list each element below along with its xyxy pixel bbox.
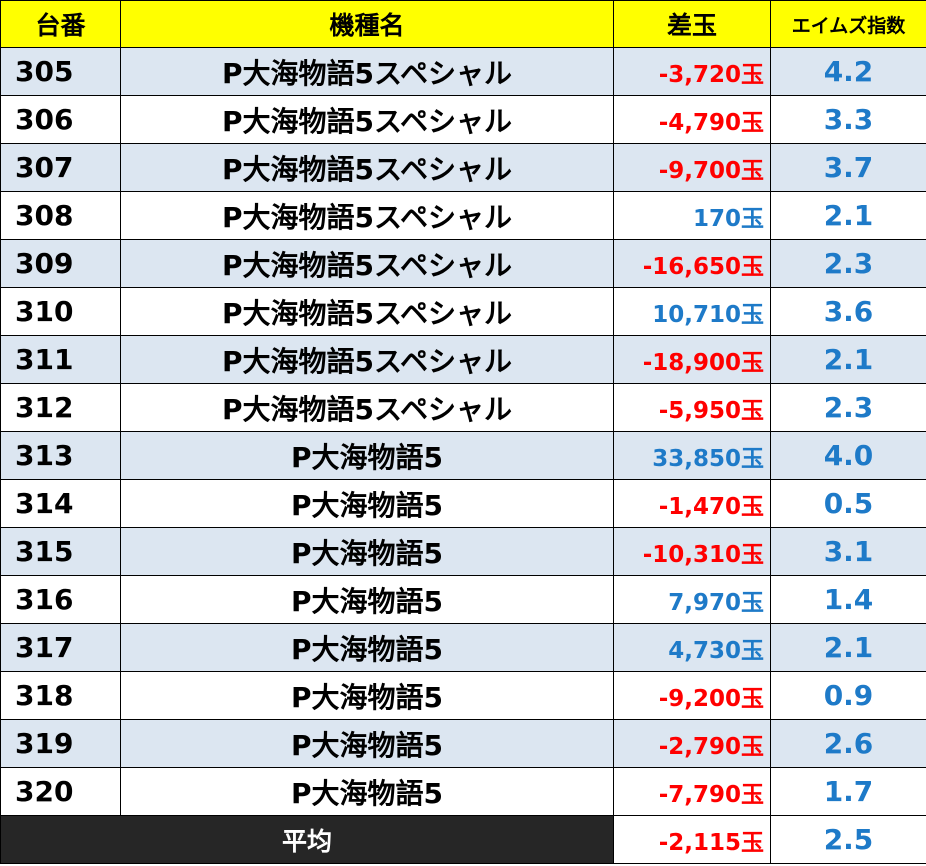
model-name-cell: P大海物語5 bbox=[120, 527, 614, 576]
diff-cell: 10,710玉 bbox=[613, 287, 771, 336]
model-name-cell: P大海物語5スペシャル bbox=[120, 287, 614, 336]
aims-index-cell: 2.6 bbox=[770, 719, 926, 768]
diff-cell: -1,470玉 bbox=[613, 479, 771, 528]
aims-index-cell: 3.3 bbox=[770, 95, 926, 144]
machine-no-cell: 311 bbox=[0, 335, 121, 384]
machine-no-cell: 320 bbox=[0, 767, 121, 816]
aims-index-cell: 1.7 bbox=[770, 767, 926, 816]
header-model-name: 機種名 bbox=[120, 0, 614, 48]
diff-cell: -7,790玉 bbox=[613, 767, 771, 816]
table-row: 308 P大海物語5スペシャル 170玉 2.1 bbox=[0, 191, 926, 240]
machine-no-cell: 317 bbox=[0, 623, 121, 672]
table-body: 305 P大海物語5スペシャル -3,720玉 4.2 306 P大海物語5スペシャル -4… bbox=[0, 47, 926, 816]
model-name-cell: P大海物語5スペシャル bbox=[120, 191, 614, 240]
machine-no-cell: 306 bbox=[0, 95, 121, 144]
aims-index-cell: 4.0 bbox=[770, 431, 926, 480]
machine-no-cell: 312 bbox=[0, 383, 121, 432]
aims-index-cell: 2.1 bbox=[770, 623, 926, 672]
aims-index-cell: 2.3 bbox=[770, 239, 926, 288]
model-name-cell: P大海物語5 bbox=[120, 479, 614, 528]
diff-cell: 33,850玉 bbox=[613, 431, 771, 480]
machine-no-cell: 319 bbox=[0, 719, 121, 768]
machine-no-cell: 309 bbox=[0, 239, 121, 288]
diff-cell: -10,310玉 bbox=[613, 527, 771, 576]
model-name-cell: P大海物語5 bbox=[120, 431, 614, 480]
model-name-cell: P大海物語5スペシャル bbox=[120, 335, 614, 384]
machine-no-cell: 313 bbox=[0, 431, 121, 480]
header-machine-no: 台番 bbox=[0, 0, 121, 48]
aims-index-cell: 3.7 bbox=[770, 143, 926, 192]
header-diff: 差玉 bbox=[613, 0, 771, 48]
diff-cell: 4,730玉 bbox=[613, 623, 771, 672]
diff-cell: -9,200玉 bbox=[613, 671, 771, 720]
table-row: 318 P大海物語5 -9,200玉 0.9 bbox=[0, 671, 926, 720]
table-row: 316 P大海物語5 7,970玉 1.4 bbox=[0, 575, 926, 624]
average-row: 平均 -2,115玉 2.5 bbox=[0, 815, 926, 864]
table-row: 317 P大海物語5 4,730玉 2.1 bbox=[0, 623, 926, 672]
table-row: 306 P大海物語5スペシャル -4,790玉 3.3 bbox=[0, 95, 926, 144]
average-label: 平均 bbox=[0, 815, 614, 864]
aims-index-cell: 3.6 bbox=[770, 287, 926, 336]
diff-cell: -4,790玉 bbox=[613, 95, 771, 144]
diff-cell: -3,720玉 bbox=[613, 47, 771, 96]
aims-index-cell: 1.4 bbox=[770, 575, 926, 624]
diff-cell: -18,900玉 bbox=[613, 335, 771, 384]
aims-index-cell: 0.9 bbox=[770, 671, 926, 720]
machine-no-cell: 307 bbox=[0, 143, 121, 192]
table-row: 314 P大海物語5 -1,470玉 0.5 bbox=[0, 479, 926, 528]
machine-no-cell: 318 bbox=[0, 671, 121, 720]
header-row: 台番 機種名 差玉 エイムズ指数 bbox=[0, 0, 926, 48]
table-row: 320 P大海物語5 -7,790玉 1.7 bbox=[0, 767, 926, 816]
model-name-cell: P大海物語5スペシャル bbox=[120, 47, 614, 96]
model-name-cell: P大海物語5スペシャル bbox=[120, 95, 614, 144]
table-row: 315 P大海物語5 -10,310玉 3.1 bbox=[0, 527, 926, 576]
model-name-cell: P大海物語5 bbox=[120, 671, 614, 720]
table-row: 311 P大海物語5スペシャル -18,900玉 2.1 bbox=[0, 335, 926, 384]
machine-no-cell: 315 bbox=[0, 527, 121, 576]
diff-cell: -2,790玉 bbox=[613, 719, 771, 768]
aims-index-cell: 0.5 bbox=[770, 479, 926, 528]
table-row: 310 P大海物語5スペシャル 10,710玉 3.6 bbox=[0, 287, 926, 336]
header-aims-index: エイムズ指数 bbox=[770, 0, 926, 48]
aims-index-cell: 2.1 bbox=[770, 191, 926, 240]
machine-no-cell: 314 bbox=[0, 479, 121, 528]
aims-index-cell: 4.2 bbox=[770, 47, 926, 96]
machine-no-cell: 310 bbox=[0, 287, 121, 336]
table-row: 307 P大海物語5スペシャル -9,700玉 3.7 bbox=[0, 143, 926, 192]
diff-cell: -5,950玉 bbox=[613, 383, 771, 432]
table-row: 312 P大海物語5スペシャル -5,950玉 2.3 bbox=[0, 383, 926, 432]
model-name-cell: P大海物語5スペシャル bbox=[120, 239, 614, 288]
model-name-cell: P大海物語5 bbox=[120, 623, 614, 672]
diff-cell: -9,700玉 bbox=[613, 143, 771, 192]
model-name-cell: P大海物語5 bbox=[120, 767, 614, 816]
model-name-cell: P大海物語5スペシャル bbox=[120, 143, 614, 192]
aims-index-cell: 2.1 bbox=[770, 335, 926, 384]
aims-index-cell: 2.3 bbox=[770, 383, 926, 432]
diff-cell: 170玉 bbox=[613, 191, 771, 240]
table-row: 319 P大海物語5 -2,790玉 2.6 bbox=[0, 719, 926, 768]
machine-no-cell: 316 bbox=[0, 575, 121, 624]
diff-cell: 7,970玉 bbox=[613, 575, 771, 624]
machine-no-cell: 308 bbox=[0, 191, 121, 240]
table-row: 313 P大海物語5 33,850玉 4.0 bbox=[0, 431, 926, 480]
model-name-cell: P大海物語5 bbox=[120, 575, 614, 624]
diff-cell: -16,650玉 bbox=[613, 239, 771, 288]
model-name-cell: P大海物語5 bbox=[120, 719, 614, 768]
table-row: 309 P大海物語5スペシャル -16,650玉 2.3 bbox=[0, 239, 926, 288]
aims-index-cell: 3.1 bbox=[770, 527, 926, 576]
average-diff: -2,115玉 bbox=[613, 815, 771, 864]
model-name-cell: P大海物語5スペシャル bbox=[120, 383, 614, 432]
machine-no-cell: 305 bbox=[0, 47, 121, 96]
table-row: 305 P大海物語5スペシャル -3,720玉 4.2 bbox=[0, 47, 926, 96]
average-aims-index: 2.5 bbox=[770, 815, 926, 864]
